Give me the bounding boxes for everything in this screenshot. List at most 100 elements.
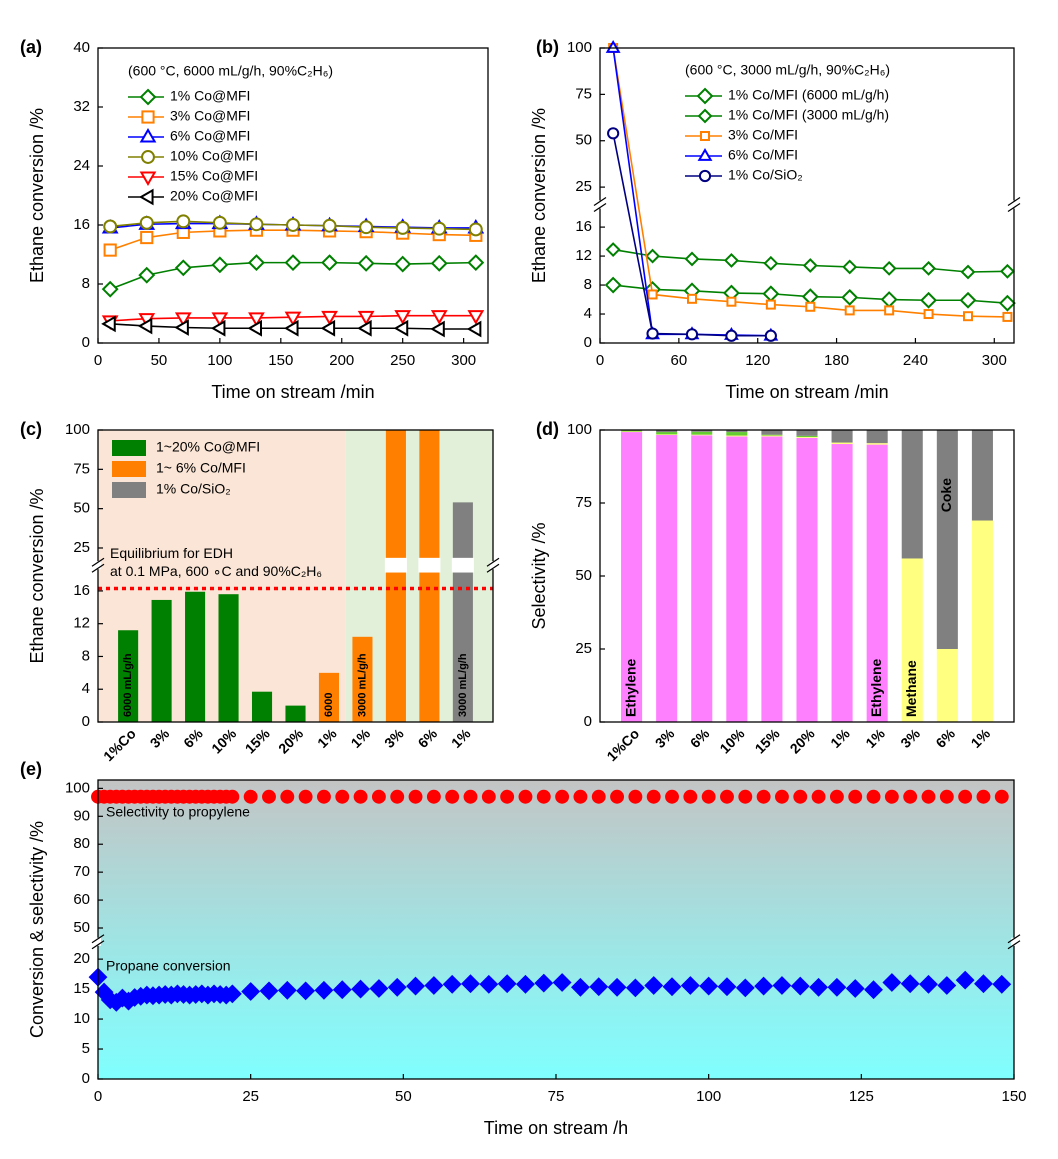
data-point	[394, 310, 412, 325]
bar	[419, 430, 440, 722]
bar-segment	[726, 432, 748, 436]
x-tick-label: 6%	[687, 725, 713, 751]
data-point	[680, 976, 700, 995]
y-tick-label: 8	[82, 647, 90, 664]
data-point	[764, 329, 777, 342]
data-point	[247, 319, 262, 337]
data-point	[992, 974, 1012, 994]
y-tick-label: 4	[584, 305, 592, 322]
plot-frame	[97, 779, 1015, 1080]
data-point	[665, 789, 679, 804]
axis-break-mark	[1007, 202, 1021, 212]
data-point	[829, 789, 844, 804]
data-point	[683, 789, 698, 804]
data-point	[646, 789, 661, 804]
legend-label: 10% Co@MFI	[170, 148, 258, 164]
legend-swatch	[112, 482, 146, 498]
data-point	[353, 789, 368, 804]
axis-break-mark	[1007, 934, 1021, 944]
data-point	[900, 974, 920, 994]
data-point	[445, 789, 460, 804]
bar-segment	[656, 432, 678, 435]
axis-break-mark	[486, 557, 500, 567]
data-point	[101, 280, 119, 298]
y-tick-label: 12	[575, 247, 592, 264]
data-point	[763, 255, 779, 271]
data-point	[662, 977, 682, 997]
data-point	[174, 319, 189, 336]
bar	[218, 594, 239, 722]
data-point	[645, 248, 660, 264]
data-point	[481, 789, 496, 804]
data-point	[479, 974, 499, 994]
y-tick-label: 75	[575, 85, 592, 102]
data-point	[903, 789, 918, 804]
data-point	[314, 980, 334, 1000]
plot-frame	[599, 429, 1015, 723]
data-point	[939, 789, 954, 804]
axis-break-mark	[91, 557, 105, 567]
data-point	[463, 789, 478, 804]
x-tick-label: 1%	[827, 725, 853, 751]
y-axis-title: Ethane conversion /%	[27, 108, 47, 283]
legend-swatch	[112, 461, 146, 477]
axis-break-mark	[1007, 196, 1021, 206]
data-point	[248, 254, 265, 272]
x-tick-label: 150	[268, 352, 293, 369]
data-point	[646, 327, 659, 340]
x-tick-label: 1%	[968, 725, 994, 751]
y-tick-label: 90	[73, 807, 90, 824]
plot-background	[98, 780, 1014, 1079]
data-point	[442, 974, 462, 994]
data-point	[809, 977, 829, 997]
reference-label: Equilibrium for EDH	[110, 545, 233, 561]
x-tick-label: 10%	[208, 725, 240, 757]
bar	[251, 691, 273, 722]
x-tick-label: 15%	[752, 725, 784, 757]
data-point	[628, 789, 643, 804]
data-point	[793, 789, 808, 804]
data-point	[845, 979, 865, 998]
axis-break-gap	[418, 557, 441, 573]
data-point	[243, 789, 258, 804]
data-point	[774, 789, 789, 804]
data-point	[937, 976, 957, 995]
data-point	[919, 974, 938, 994]
data-point	[534, 973, 554, 993]
bar-segment	[866, 443, 888, 445]
y-tick-label: 50	[73, 919, 90, 936]
legend-label: 6% Co/MFI	[728, 147, 798, 163]
data-point	[848, 789, 863, 804]
data-point	[174, 259, 192, 277]
x-tick-label: 10%	[716, 725, 748, 757]
x-tick-label: 3%	[147, 725, 173, 751]
x-axis-title: Time on stream /min	[211, 382, 374, 402]
bar-segment	[796, 437, 818, 438]
data-point	[138, 266, 156, 284]
y-tick-label: 20	[73, 950, 90, 967]
data-point	[277, 980, 297, 1000]
axis-break-mark	[91, 563, 105, 573]
data-point	[827, 977, 847, 997]
x-tick-label: 1%	[448, 725, 474, 751]
data-point	[393, 319, 409, 337]
legend-marker	[698, 169, 712, 183]
data-point	[591, 789, 606, 804]
axis-break-mark	[91, 934, 105, 944]
data-point	[357, 310, 375, 326]
data-point	[589, 977, 609, 997]
x-tick-label: 100	[207, 352, 232, 369]
data-point	[101, 315, 116, 333]
segment-label: Coke	[938, 478, 954, 512]
data-point	[286, 218, 300, 232]
data-point	[351, 979, 371, 999]
panel-label: (c)	[20, 419, 42, 439]
bar	[452, 502, 473, 722]
x-tick-label: 6%	[932, 725, 958, 751]
segment-label: Ethylene	[622, 658, 638, 717]
data-point	[536, 789, 551, 804]
x-tick-label: 240	[903, 352, 928, 369]
data-point	[259, 981, 279, 1001]
bar-segment	[901, 558, 923, 722]
legend-label: 1% Co/SiO₂	[728, 167, 803, 183]
